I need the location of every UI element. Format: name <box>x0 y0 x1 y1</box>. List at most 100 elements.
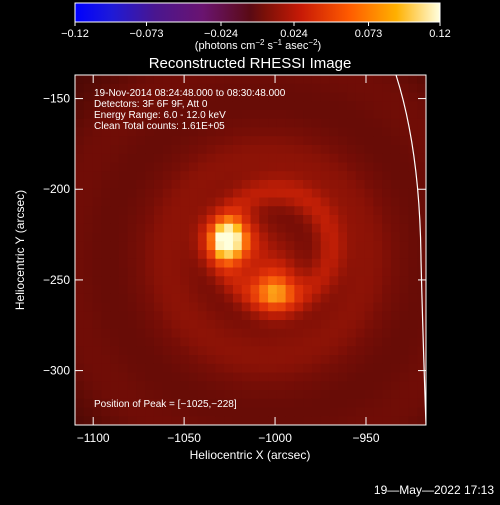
heatmap-cell <box>390 110 401 120</box>
heatmap-cell <box>338 328 348 339</box>
heatmap-cell <box>241 180 252 190</box>
heatmap-cell <box>110 197 120 207</box>
heatmap-cell <box>162 276 173 286</box>
heatmap-cell <box>390 346 401 356</box>
heatmap-cell <box>382 171 392 181</box>
heatmap-cell <box>303 215 313 225</box>
heatmap-cell <box>180 206 190 216</box>
heatmap-cell <box>382 276 392 286</box>
heatmap-cell <box>118 416 129 425</box>
heatmap-cell <box>338 276 348 286</box>
heatmap-cell <box>162 320 173 330</box>
heatmap-cell <box>118 381 129 391</box>
heatmap-cell <box>162 407 173 417</box>
heatmap-cell <box>136 293 146 304</box>
heatmap-cell <box>364 188 374 199</box>
heatmap-cell <box>408 311 418 321</box>
heatmap-cell <box>118 118 129 129</box>
heatmap-cell <box>364 398 374 409</box>
heatmap-cell <box>145 197 155 207</box>
heatmap-cell <box>224 311 234 321</box>
heatmap-cell <box>294 145 304 155</box>
heatmap-cell <box>241 197 252 207</box>
heatmap-cell <box>180 250 190 260</box>
heatmap-cell <box>250 258 260 269</box>
heatmap-cell <box>180 136 190 146</box>
heatmap-cell <box>110 110 120 120</box>
heatmap-cell <box>408 398 418 409</box>
heatmap-cell <box>136 276 146 286</box>
heatmap-cell <box>417 215 426 225</box>
heatmap-cell <box>399 118 410 129</box>
heatmap-cell <box>83 136 94 146</box>
heatmap-cell <box>355 188 366 199</box>
heatmap-cell <box>110 223 120 234</box>
heatmap-cell <box>259 180 269 190</box>
heatmap-cell <box>285 250 295 260</box>
heatmap-cell <box>180 407 190 417</box>
heatmap-cell <box>127 188 138 199</box>
heatmap-cell <box>101 110 111 120</box>
heatmap-cell <box>373 153 383 164</box>
heatmap-cell <box>189 180 199 190</box>
heatmap-cell <box>373 372 383 382</box>
heatmap-cell <box>206 83 217 94</box>
heatmap-cell <box>215 241 225 251</box>
heatmap-cell <box>347 250 357 260</box>
heatmap-cell <box>189 381 199 391</box>
heatmap-cell <box>285 75 295 85</box>
heatmap-cell <box>127 75 138 85</box>
heatmap-cell <box>180 320 190 330</box>
heatmap-cell <box>399 337 410 347</box>
heatmap-cell <box>92 267 102 277</box>
heatmap-cell <box>83 241 94 251</box>
heatmap-cell <box>250 372 260 382</box>
colorbar-tick-label: 0.073 <box>355 28 383 40</box>
heatmap-cell <box>197 250 208 260</box>
heatmap-cell <box>294 372 304 382</box>
heatmap-cell <box>294 320 304 330</box>
heatmap-cell <box>259 153 269 164</box>
heatmap-cell <box>408 136 418 146</box>
heatmap-cell <box>171 197 181 207</box>
heatmap-cell <box>364 311 374 321</box>
heatmap-cell <box>399 223 410 234</box>
heatmap-cell <box>408 101 418 111</box>
heatmap-cell <box>364 83 374 94</box>
heatmap-cell <box>206 206 217 216</box>
heatmap-cell <box>180 355 190 365</box>
heatmap-cell <box>145 75 155 85</box>
heatmap-cell <box>250 241 260 251</box>
heatmap-cell <box>408 293 418 304</box>
heatmap-cell <box>224 145 234 155</box>
heatmap-cell <box>92 162 102 172</box>
heatmap-cell <box>417 320 426 330</box>
heatmap-cell <box>92 92 102 102</box>
heatmap-cell <box>232 337 243 347</box>
heatmap-cell <box>101 153 111 164</box>
heatmap-cell <box>92 136 102 146</box>
heatmap-cell <box>118 153 129 164</box>
heatmap-cell <box>101 390 111 400</box>
heatmap-cell <box>92 302 102 312</box>
heatmap-cell <box>250 267 260 277</box>
heatmap-cell <box>382 320 392 330</box>
heatmap-cell <box>294 267 304 277</box>
heatmap-cell <box>153 285 164 295</box>
heatmap-cell <box>215 188 225 199</box>
heatmap-cell <box>417 136 426 146</box>
heatmap-cell <box>268 188 278 199</box>
heatmap-cell <box>83 390 94 400</box>
heatmap-cell <box>171 101 181 111</box>
heatmap-cell <box>215 363 225 374</box>
heatmap-cell <box>215 302 225 312</box>
heatmap-cell <box>268 293 278 304</box>
heatmap-cell <box>408 337 418 347</box>
heatmap-cell <box>347 407 357 417</box>
heatmap-cell <box>347 381 357 391</box>
heatmap-cell <box>215 127 225 137</box>
heatmap-cell <box>399 311 410 321</box>
heatmap-cell <box>338 258 348 269</box>
heatmap-cell <box>145 258 155 269</box>
heatmap-cell <box>294 197 304 207</box>
